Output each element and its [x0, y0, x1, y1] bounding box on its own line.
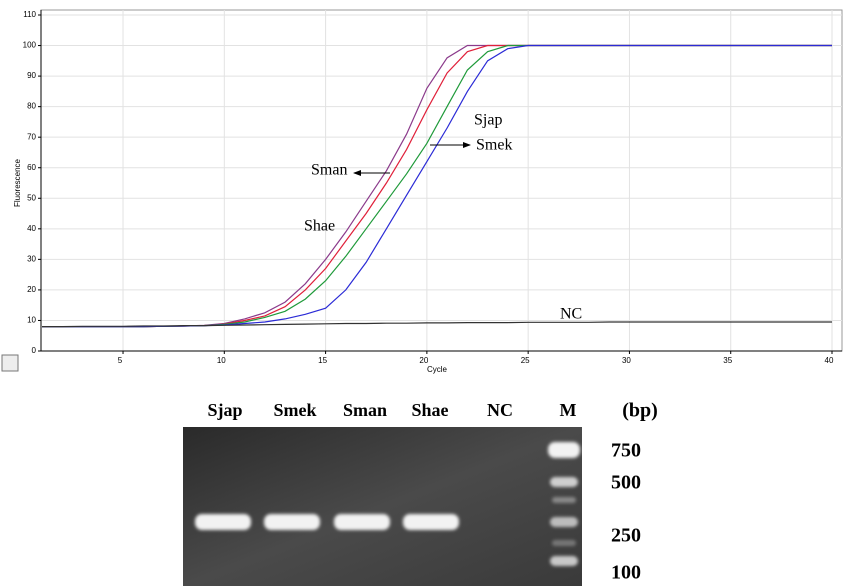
y-tick-label: 90 — [27, 71, 36, 80]
x-tick-label: 40 — [825, 356, 834, 365]
annotation: Sjap — [474, 112, 502, 129]
annotation: Sman — [311, 162, 347, 179]
y-tick-label: 60 — [27, 163, 36, 172]
ladder-band — [548, 442, 580, 458]
x-tick-label: 10 — [217, 356, 226, 365]
lane-label: NC — [487, 400, 513, 420]
annotation: Shae — [304, 218, 335, 235]
x-tick-label: 5 — [118, 356, 123, 365]
annotation: NC — [560, 306, 582, 323]
gel-image — [183, 427, 582, 586]
plot-background — [41, 10, 842, 351]
y-tick-label: 50 — [27, 193, 36, 202]
x-axis-label: Cycle — [427, 365, 448, 374]
ladder-band — [550, 556, 578, 566]
band — [334, 514, 390, 530]
marker-size: 250 — [611, 525, 641, 547]
plot-area: 0 10 20 30 40 50 60 70 80 90 100 110 5 10 15 20 25 30 35 40… — [13, 10, 842, 374]
ladder-band — [552, 497, 576, 503]
band — [195, 514, 251, 530]
y-axis-label: Fluorescence — [13, 158, 22, 207]
band — [403, 514, 459, 530]
lane-label: Sman — [343, 400, 387, 420]
x-tick-label: 35 — [723, 356, 732, 365]
unit-label: (bp) — [622, 400, 658, 422]
lane-label: Smek — [273, 400, 316, 420]
lane-label: Shae — [411, 400, 448, 420]
ladder-band — [552, 540, 576, 546]
x-tick-label: 15 — [318, 356, 327, 365]
y-tick-label: 0 — [32, 346, 37, 355]
y-tick-label: 70 — [27, 132, 36, 141]
gel — [183, 427, 582, 586]
y-tick-label: 30 — [27, 254, 36, 263]
y-tick-label: 80 — [27, 102, 36, 111]
band — [264, 514, 320, 530]
chart: 0 10 20 30 40 50 60 70 80 90 100 110 5 10 15 20 25 30 35 40… — [0, 0, 844, 586]
y-tick-label: 40 — [27, 224, 36, 233]
y-tick-label: 20 — [27, 285, 36, 294]
zoom-icon[interactable] — [2, 355, 18, 371]
annotation: Smek — [476, 137, 512, 154]
y-tick-label: 100 — [23, 41, 37, 50]
y-tick-label: 110 — [23, 10, 36, 19]
lane-label: Sjap — [207, 400, 242, 420]
x-tick-label: 30 — [622, 356, 631, 365]
figure: 0 10 20 30 40 50 60 70 80 90 100 110 5 10 15 20 25 30 35 40… — [0, 0, 844, 586]
lane-label: M — [560, 400, 577, 420]
ladder-band — [550, 477, 578, 487]
x-tick-label: 25 — [521, 356, 530, 365]
marker-size: 100 — [611, 562, 641, 584]
x-tick-label: 20 — [419, 356, 428, 365]
marker-size: 500 — [611, 472, 641, 494]
ladder-band — [550, 517, 578, 527]
marker-size: 750 — [611, 440, 641, 462]
y-tick-label: 10 — [27, 316, 36, 325]
